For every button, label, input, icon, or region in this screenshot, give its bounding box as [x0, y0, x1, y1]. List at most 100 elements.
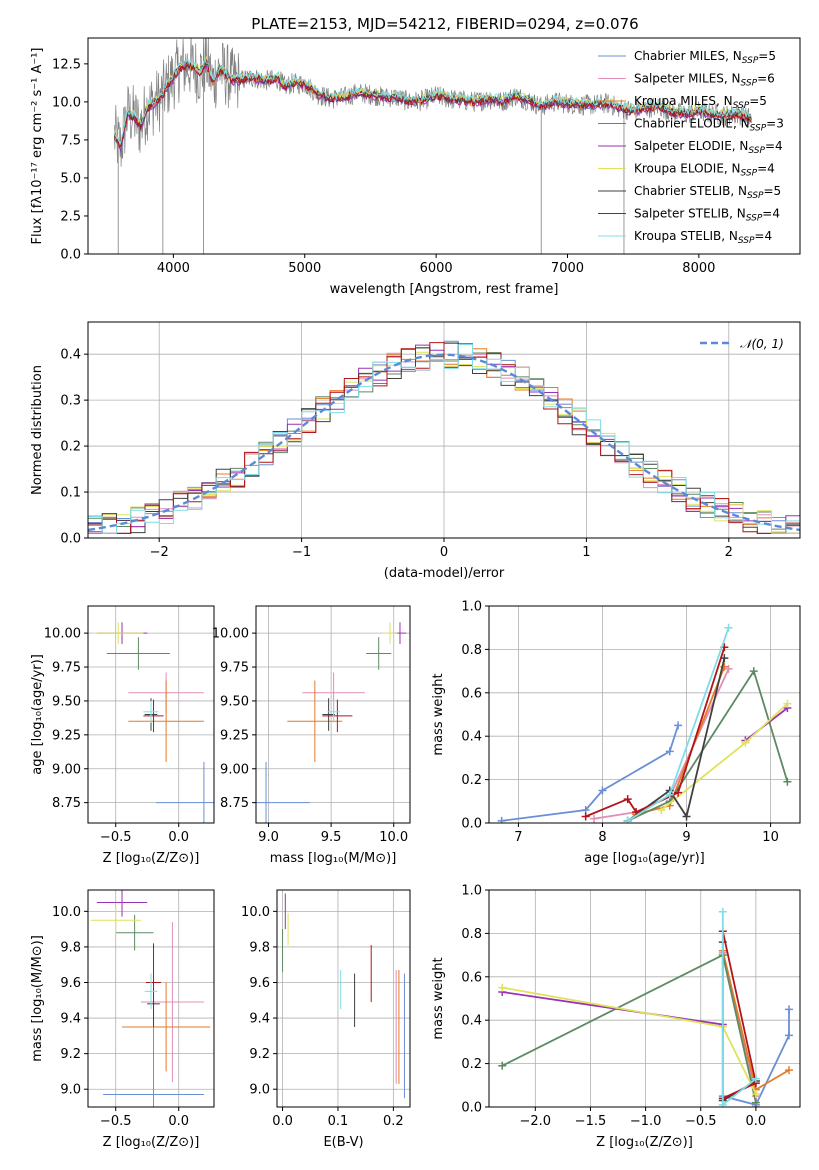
legend-label-rest: =5 [764, 184, 782, 198]
x-tick-label: 8 [598, 830, 606, 845]
legend-label-rest: =4 [762, 207, 780, 221]
gaussian-curve [88, 353, 800, 532]
legend: 𝒩(0, 1) [700, 337, 784, 351]
legend-subscript: SSP [733, 101, 750, 111]
mass-weight-line [722, 1009, 790, 1106]
y-tick-label: 0.4 [60, 348, 81, 363]
y-tick-label: 9.00 [52, 762, 81, 777]
x-tick-label: 1 [582, 545, 590, 560]
y-tick-label: 2.5 [60, 209, 81, 224]
x-axis-label: Z [log₁₀(Z/Z⊙)] [103, 851, 200, 866]
y-tick-label: 9.2 [249, 1047, 270, 1062]
y-tick-label: 9.0 [60, 1083, 81, 1098]
y-tick-label: 9.75 [52, 661, 81, 676]
y-axis-label: Normed distribution [30, 365, 45, 495]
y-tick-label: 0.6 [461, 686, 482, 701]
plot-area [498, 907, 793, 1107]
error-bar-point [382, 622, 398, 644]
y-tick-label: 9.6 [60, 976, 81, 991]
x-tick-label: 7 [514, 830, 522, 845]
y-tick-label: 0.4 [461, 1014, 482, 1029]
mass-weight-marker [674, 721, 683, 730]
legend-label-rest: =3 [766, 117, 784, 131]
legend-label: Kroupa STELIB, NSSP=4 [634, 229, 772, 246]
mass-weight-marker [784, 1066, 793, 1075]
y-tick-label: 0.8 [461, 927, 482, 942]
y-tick-label: 9.6 [249, 976, 270, 991]
mass-weight-marker [498, 1061, 507, 1070]
legend-label: Chabrier MILES, NSSP=5 [634, 49, 776, 66]
axes-frame [87, 605, 215, 824]
y-tick-label: 12.5 [52, 57, 81, 72]
legend-subscript: SSP [741, 79, 758, 89]
y-tick-label: 9.25 [220, 728, 249, 743]
x-axis-label: E(B-V) [323, 1135, 363, 1150]
panel-spectrum: 4000 5000 6000 7000 8000 0.0 2.5 5.0 7.5 10.0 12.5… [30, 37, 801, 297]
legend-label-rest: =4 [754, 229, 772, 243]
error-bar-point [90, 906, 141, 935]
y-tick-label: 7.5 [60, 133, 81, 148]
mass-weight-marker [751, 1074, 760, 1083]
panel-massweight-vs-Z: −2.0 −1.5 −1.0 −0.5 0.0 0.0 0.2 0.4 0.6 0.8 1.0 Z [… [431, 884, 801, 1150]
legend: Chabrier MILES, NSSP=5 Salpeter MILES, NS… [598, 49, 784, 246]
y-tick-label: 0.3 [60, 394, 81, 409]
y-tick-label: 5.0 [60, 171, 81, 186]
mass-weight-marker [590, 814, 599, 823]
error-bar-point [144, 973, 158, 1010]
axes-frame [276, 889, 411, 1108]
error-bar-point [327, 700, 340, 723]
y-tick-label: 9.4 [60, 1012, 81, 1027]
figure-title: PLATE=2153, MJD=54212, FIBERID=0294, z=0… [251, 15, 638, 33]
y-tick-label: 0.0 [461, 1101, 482, 1116]
y-tick-label: 10.00 [212, 627, 249, 642]
x-tick-label: 6000 [420, 261, 453, 276]
y-tick-label: 9.50 [220, 694, 249, 709]
x-tick-label: 0.1 [328, 1114, 349, 1129]
y-axis-label: Flux [fλ10⁻¹⁷ erg cm⁻² s⁻¹ A⁻¹] [30, 48, 45, 245]
y-tick-label: 0.0 [60, 532, 81, 547]
panel-mass-vs-Z: −0.5 0.0 9.0 9.2 9.4 9.6 9.8 10.0 Z [log₁₀(Z/Z⊙)… [30, 889, 215, 1150]
legend-label: Chabrier ELODIE, NSSP=3 [634, 117, 784, 134]
y-tick-label: 0.0 [461, 817, 482, 832]
x-axis-label: Z [log₁₀(Z/Z⊙)] [596, 1135, 693, 1150]
x-tick-label: 0.0 [272, 1114, 293, 1129]
y-tick-label: 10.0 [241, 905, 270, 920]
x-tick-label: −0.5 [100, 1114, 132, 1129]
mass-weight-marker [741, 738, 750, 747]
y-axis-label: mass [log₁₀(M/M⊙)] [30, 935, 45, 1062]
legend-subscript: SSP [746, 214, 763, 224]
mass-weight-marker [623, 816, 632, 823]
mass-weight-marker [751, 1089, 760, 1098]
y-axis-label: age [log₁₀(age/yr)] [30, 654, 45, 775]
y-tick-label: 9.00 [220, 762, 249, 777]
x-tick-label: 9.0 [258, 830, 279, 845]
y-tick-label: 9.8 [249, 940, 270, 955]
error-bar-point [322, 699, 353, 733]
x-tick-label: −2.0 [520, 1114, 552, 1129]
legend-subscript: SSP [742, 56, 759, 66]
y-tick-label: 1.0 [461, 600, 482, 615]
legend-label-rest: =5 [749, 94, 767, 108]
legend-label-rest: =4 [765, 139, 783, 153]
y-tick-label: 1.0 [461, 884, 482, 899]
legend-subscript: SSP [738, 236, 755, 246]
legend-subscript: SSP [747, 191, 764, 201]
y-tick-label: 10.0 [52, 905, 81, 920]
mass-weight-marker [724, 664, 733, 673]
axes-frame [87, 37, 801, 255]
axes-frame [87, 321, 801, 539]
mass-weight-marker [749, 667, 758, 676]
error-bar-point [156, 761, 214, 823]
mass-weight-marker [724, 623, 733, 632]
x-tick-label: 8000 [682, 261, 715, 276]
x-tick-label: −0.5 [100, 830, 132, 845]
mass-weight-marker [598, 786, 607, 795]
mass-weight-marker [783, 777, 792, 786]
mass-weight-marker [718, 907, 727, 916]
panel-massweight-vs-age: 7 8 9 10 0.0 0.2 0.4 0.6 0.8 1.0 age [log₁₀(age/yr… [431, 600, 801, 866]
mass-weight-marker [674, 788, 683, 797]
x-tick-label: 4000 [157, 261, 190, 276]
panel-mass-vs-EBV: 0.0 0.1 0.2 9.0 9.2 9.4 9.6 9.8 10.0 E(B-V) [241, 889, 411, 1150]
plot-area [282, 893, 405, 1099]
